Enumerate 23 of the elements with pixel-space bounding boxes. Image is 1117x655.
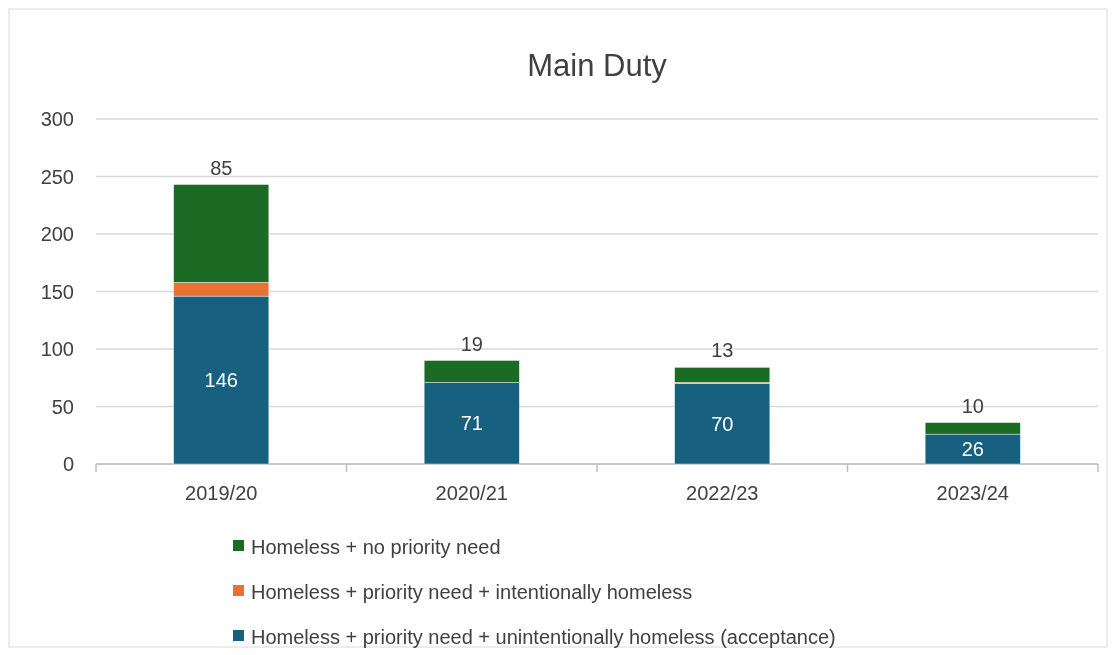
data-label: 10 [961,394,984,417]
data-label: 71 [460,412,483,435]
data-label: 146 [204,369,238,392]
y-tick-label: 200 [40,223,74,245]
y-tick-label: 250 [40,165,74,188]
y-tick-label: 0 [62,453,74,475]
chart-title: Main Duty [527,48,668,83]
y-tick-label: 300 [40,108,74,130]
legend-label: Homeless + priority need + intentionally homeless [251,581,693,603]
data-label: 26 [961,438,984,461]
x-tick-label: 2023/24 [936,482,1009,504]
x-tick-label: 2022/23 [686,482,759,504]
y-tick-label: 150 [40,280,74,303]
legend-label: Homeless + priority need + unintentionally homeless (acceptance) [251,626,836,648]
data-label: 70 [711,412,734,435]
data-label: 19 [460,332,483,355]
data-label: 85 [210,156,233,179]
data-label: 13 [711,339,734,362]
x-tick-label: 2020/21 [435,482,508,504]
y-tick-label: 100 [40,338,74,360]
x-tick-label: 2019/20 [185,482,258,504]
legend-label: Homeless + no priority need [251,536,501,558]
y-tick-label: 50 [51,395,74,418]
